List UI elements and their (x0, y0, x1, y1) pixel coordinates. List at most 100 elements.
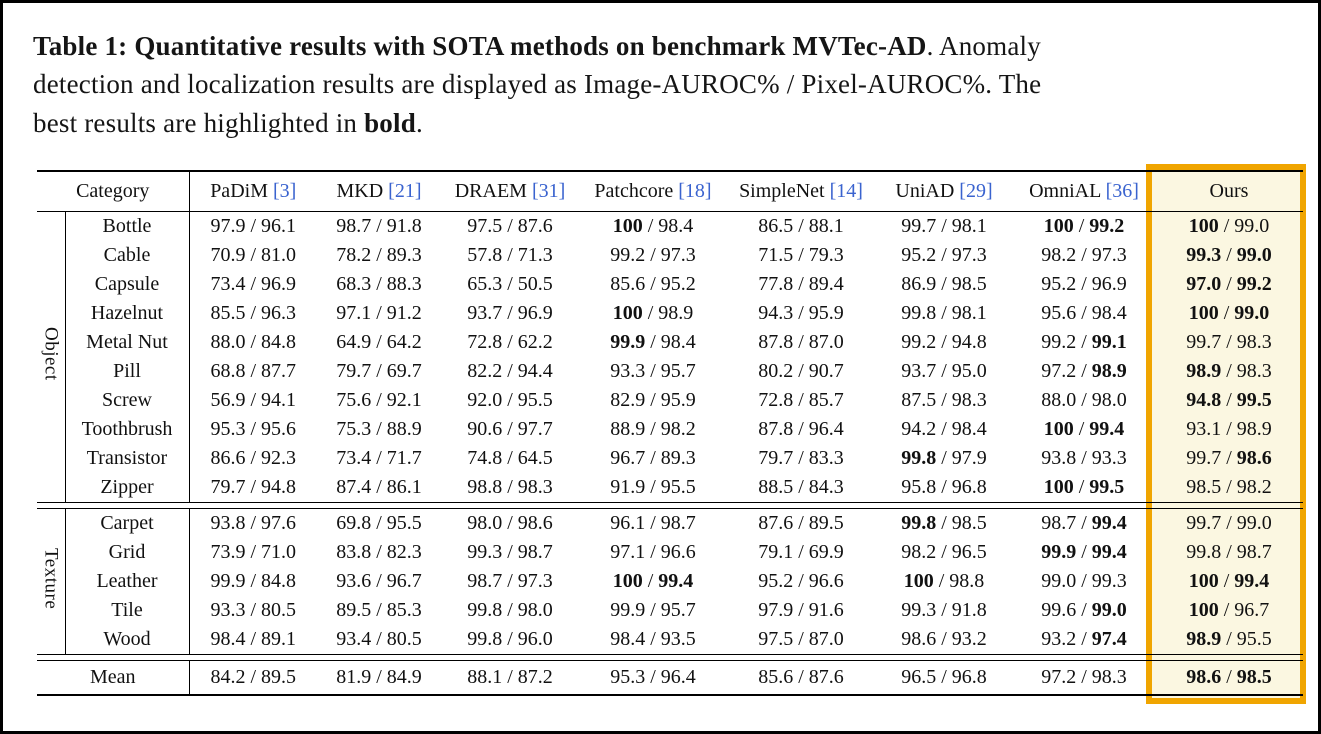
result-cell: 99.9 / 95.7 (579, 596, 727, 625)
result-cell: 93.4 / 80.5 (317, 625, 441, 655)
method-name: SimpleNet (739, 179, 825, 202)
pixel-auroc-value: 97.3 (660, 243, 696, 266)
category-name: Zipper (65, 472, 190, 503)
image-auroc-value: 98.6 (1186, 665, 1222, 688)
image-auroc-value: 100 (1043, 417, 1074, 440)
image-auroc-value: 95.3 (610, 665, 646, 688)
image-auroc-value: 65.3 (467, 272, 503, 295)
value-separator: / (1076, 388, 1092, 411)
value-separator: / (1221, 359, 1237, 382)
column-header-mkd: MKD [21] (317, 169, 441, 212)
value-separator: / (793, 511, 809, 534)
value-separator: / (371, 330, 387, 353)
value-separator: / (245, 511, 262, 534)
image-auroc-value: 93.2 (1041, 627, 1077, 650)
result-cell: 95.2 / 96.6 (727, 567, 875, 596)
image-auroc-value: 99.8 (467, 627, 503, 650)
category-name: Carpet (65, 508, 190, 538)
pixel-auroc-value: 98.2 (660, 417, 696, 440)
value-separator: / (245, 417, 262, 440)
value-separator: / (1221, 417, 1237, 440)
result-cell: 86.6 / 92.3 (189, 444, 317, 473)
value-separator: / (371, 511, 387, 534)
result-cell: 100 / 99.4 (1155, 567, 1303, 596)
pixel-auroc-value: 98.3 (517, 475, 553, 498)
result-cell: 99.9 / 99.4 (1013, 538, 1155, 567)
image-auroc-value: 57.8 (467, 243, 503, 266)
pixel-auroc-value: 91.2 (386, 301, 422, 324)
pixel-auroc-value: 88.9 (386, 417, 422, 440)
result-cell: 97.1 / 91.2 (317, 299, 441, 328)
pixel-auroc-value: 86.1 (386, 475, 422, 498)
pixel-auroc-value: 99.4 (1234, 569, 1270, 592)
pixel-auroc-value: 96.3 (261, 301, 297, 324)
results-table: Category PaDiM [3] MKD [21] DRAEM [31] Patch… (37, 169, 1303, 696)
image-auroc-value: 98.6 (901, 627, 937, 650)
image-auroc-value: 72.8 (758, 388, 794, 411)
image-auroc-value: 89.5 (336, 598, 372, 621)
value-separator: / (1218, 569, 1235, 592)
image-auroc-value: 77.8 (758, 272, 794, 295)
value-separator: / (645, 359, 661, 382)
result-cell: 94.3 / 95.9 (727, 299, 875, 328)
value-separator: / (502, 272, 518, 295)
value-separator: / (936, 301, 952, 324)
table-caption: Table 1: Quantitative results with SOTA … (33, 27, 1048, 142)
result-cell: 86.5 / 88.1 (727, 211, 875, 241)
column-header-ours: Ours (1155, 169, 1303, 212)
image-auroc-value: 98.7 (336, 214, 372, 237)
result-cell: 98.7 / 97.3 (441, 567, 579, 596)
image-auroc-value: 100 (612, 301, 643, 324)
value-separator: / (1221, 475, 1237, 498)
pixel-auroc-value: 98.9 (1236, 417, 1272, 440)
pixel-auroc-value: 84.9 (386, 665, 422, 688)
result-cell: 93.8 / 93.3 (1013, 444, 1155, 473)
result-cell: 100 / 98.9 (579, 299, 727, 328)
value-separator: / (371, 446, 387, 469)
value-separator: / (936, 475, 952, 498)
pixel-auroc-value: 85.7 (808, 388, 844, 411)
image-auroc-value: 99.9 (210, 569, 246, 592)
result-cell: 79.7 / 94.8 (189, 473, 317, 503)
pixel-auroc-value: 81.0 (261, 243, 297, 266)
image-auroc-value: 98.0 (467, 511, 503, 534)
pixel-auroc-value: 98.2 (1236, 475, 1272, 498)
pixel-auroc-value: 89.5 (261, 665, 297, 688)
result-cell: 100 / 99.0 (1155, 299, 1303, 328)
result-cell: 98.9 / 95.5 (1155, 625, 1303, 655)
result-cell: 92.0 / 95.5 (441, 386, 579, 415)
pixel-auroc-value: 98.1 (951, 301, 987, 324)
image-auroc-value: 93.3 (210, 598, 246, 621)
result-cell: 99.2 / 99.1 (1013, 328, 1155, 357)
result-cell: 93.7 / 95.0 (875, 357, 1013, 386)
result-cell: 78.2 / 89.3 (317, 241, 441, 270)
image-auroc-value: 93.7 (901, 359, 937, 382)
value-separator: / (936, 627, 952, 650)
value-separator: / (371, 359, 387, 382)
pixel-auroc-value: 98.9 (1091, 359, 1127, 382)
result-cell: 73.4 / 96.9 (189, 270, 317, 299)
pixel-auroc-value: 83.3 (808, 446, 844, 469)
pixel-auroc-value: 99.2 (1089, 214, 1125, 237)
image-auroc-value: 95.2 (758, 569, 794, 592)
result-cell: 74.8 / 64.5 (441, 444, 579, 473)
result-cell: 87.6 / 89.5 (727, 508, 875, 538)
result-cell: 100 / 99.4 (1013, 415, 1155, 444)
result-cell: 99.2 / 94.8 (875, 328, 1013, 357)
result-cell: 87.8 / 87.0 (727, 328, 875, 357)
image-auroc-value: 93.6 (336, 569, 372, 592)
value-separator: / (245, 475, 262, 498)
result-cell: 99.8 / 98.5 (875, 508, 1013, 538)
image-auroc-value: 95.2 (901, 243, 937, 266)
image-auroc-value: 98.9 (1186, 627, 1222, 650)
image-auroc-value: 98.7 (1041, 511, 1077, 534)
result-cell: 64.9 / 64.2 (317, 328, 441, 357)
image-auroc-value: 93.7 (467, 301, 503, 324)
result-cell: 94.2 / 98.4 (875, 415, 1013, 444)
value-separator: / (245, 359, 262, 382)
value-separator: / (936, 598, 952, 621)
result-cell: 97.0 / 99.2 (1155, 270, 1303, 299)
value-separator: / (1221, 446, 1237, 469)
pixel-auroc-value: 98.9 (658, 301, 694, 324)
